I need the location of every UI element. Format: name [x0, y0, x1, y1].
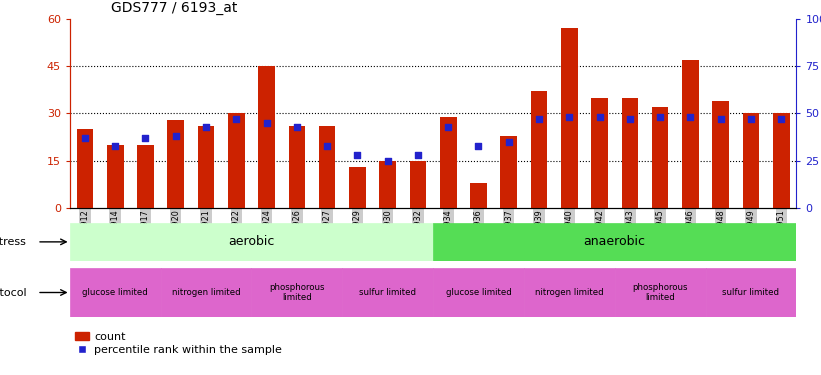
Text: anaerobic: anaerobic: [584, 236, 646, 248]
Point: [230, 116, 243, 122]
Point: [381, 158, 394, 164]
Point: [684, 114, 697, 120]
Text: stress: stress: [0, 237, 26, 247]
Point: [442, 124, 455, 130]
Point: [623, 116, 636, 122]
Point: [775, 116, 788, 122]
Bar: [621, 98, 638, 208]
Bar: [773, 113, 790, 208]
Text: phosphorous
limited: phosphorous limited: [632, 283, 688, 302]
Point: [78, 135, 91, 141]
Text: GDS777 / 6193_at: GDS777 / 6193_at: [111, 1, 237, 15]
Bar: [259, 66, 275, 208]
Bar: [198, 126, 214, 208]
Bar: [713, 101, 729, 208]
Bar: [76, 129, 94, 208]
Bar: [433, 223, 796, 261]
Bar: [379, 161, 396, 208]
Bar: [319, 126, 336, 208]
Bar: [440, 117, 456, 208]
Point: [562, 114, 576, 120]
Bar: [107, 145, 123, 208]
Text: glucose limited: glucose limited: [82, 288, 148, 297]
Point: [260, 120, 273, 126]
Bar: [70, 223, 433, 261]
Point: [533, 116, 546, 122]
Point: [472, 142, 485, 148]
Bar: [561, 28, 578, 208]
Bar: [530, 92, 548, 208]
Bar: [705, 268, 796, 317]
Point: [108, 142, 122, 148]
Bar: [591, 98, 608, 208]
Text: nitrogen limited: nitrogen limited: [535, 288, 603, 297]
Text: glucose limited: glucose limited: [446, 288, 511, 297]
Bar: [501, 135, 517, 208]
Bar: [615, 268, 705, 317]
Text: aerobic: aerobic: [228, 236, 274, 248]
Bar: [167, 120, 184, 208]
Text: growth protocol: growth protocol: [0, 288, 26, 297]
Bar: [161, 268, 251, 317]
Bar: [70, 268, 161, 317]
Bar: [470, 183, 487, 208]
Bar: [349, 167, 365, 208]
Point: [654, 114, 667, 120]
Text: nitrogen limited: nitrogen limited: [172, 288, 241, 297]
Point: [169, 133, 182, 139]
Bar: [137, 145, 154, 208]
Bar: [743, 113, 759, 208]
Point: [714, 116, 727, 122]
Point: [291, 124, 304, 130]
Point: [411, 152, 424, 158]
Point: [320, 142, 333, 148]
Point: [351, 152, 364, 158]
Point: [593, 114, 606, 120]
Legend: count, percentile rank within the sample: count, percentile rank within the sample: [76, 332, 282, 355]
Bar: [524, 268, 615, 317]
Text: sulfur limited: sulfur limited: [722, 288, 779, 297]
Text: phosphorous
limited: phosphorous limited: [269, 283, 324, 302]
Bar: [342, 268, 433, 317]
Bar: [652, 107, 668, 208]
Bar: [410, 161, 426, 208]
Bar: [682, 60, 699, 208]
Point: [502, 139, 516, 145]
Bar: [288, 126, 305, 208]
Point: [200, 124, 213, 130]
Point: [745, 116, 758, 122]
Text: sulfur limited: sulfur limited: [359, 288, 416, 297]
Bar: [433, 268, 524, 317]
Point: [139, 135, 152, 141]
Bar: [251, 268, 342, 317]
Bar: [228, 113, 245, 208]
